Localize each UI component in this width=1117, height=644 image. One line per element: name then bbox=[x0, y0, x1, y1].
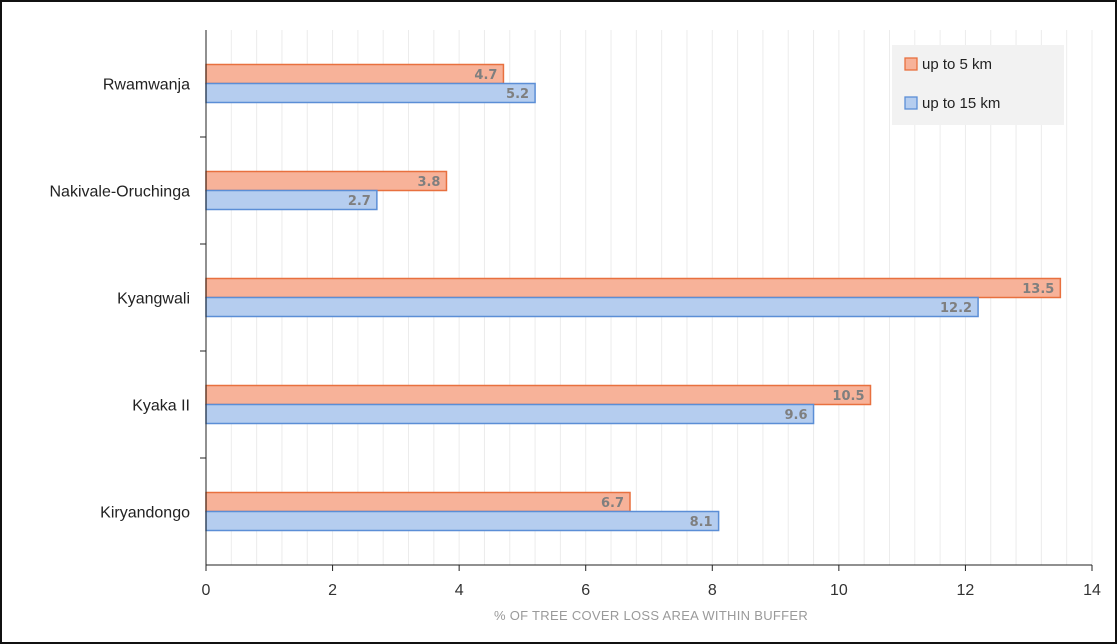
category-label: Rwamwanja bbox=[103, 77, 190, 94]
legend-label: up to 15 km bbox=[922, 95, 1000, 112]
bar bbox=[205, 403, 815, 425]
bar bbox=[205, 296, 979, 318]
x-tick-label: 12 bbox=[957, 582, 975, 599]
bar bbox=[205, 491, 631, 513]
data-label: 3.8 bbox=[417, 175, 440, 190]
x-tick-label: 10 bbox=[830, 582, 848, 599]
bar bbox=[205, 277, 1062, 299]
legend-swatch bbox=[904, 57, 918, 71]
x-tick-label: 6 bbox=[581, 582, 590, 599]
data-label: 5.2 bbox=[506, 87, 529, 102]
bar bbox=[205, 510, 720, 532]
category-label: Kiryandongo bbox=[100, 505, 190, 522]
bar bbox=[205, 63, 505, 85]
legend-label: up to 5 km bbox=[922, 56, 992, 73]
category-label: Kyaka II bbox=[132, 398, 190, 415]
data-label: 12.2 bbox=[940, 301, 972, 316]
data-label: 2.7 bbox=[348, 194, 371, 209]
labels: 0 2 4 6 8 10 12 14 Rwamwanja 4.7 5.2 Nakivale-Oruch… bbox=[49, 68, 1101, 599]
x-tick-label: 2 bbox=[328, 582, 337, 599]
x-tick-label: 8 bbox=[708, 582, 717, 599]
bars bbox=[205, 63, 1062, 532]
axes bbox=[200, 30, 1093, 571]
bar bbox=[205, 82, 536, 104]
data-label: 8.1 bbox=[690, 515, 713, 530]
bar bbox=[205, 170, 448, 192]
legend-box bbox=[892, 45, 1064, 125]
x-axis-title: % OF TREE COVER LOSS AREA WITHIN BUFFER bbox=[494, 608, 808, 623]
category-label: Nakivale-Oruchinga bbox=[49, 184, 190, 201]
legend: up to 5 km up to 15 km bbox=[892, 45, 1064, 125]
x-tick-label: 0 bbox=[202, 582, 211, 599]
data-label: 4.7 bbox=[474, 68, 497, 83]
data-label: 6.7 bbox=[601, 496, 624, 511]
data-label: 10.5 bbox=[832, 389, 864, 404]
category-label: Kyangwali bbox=[117, 291, 190, 308]
data-label: 13.5 bbox=[1022, 282, 1054, 297]
legend-swatch bbox=[904, 96, 918, 110]
x-tick-label: 4 bbox=[455, 582, 464, 599]
bar bbox=[205, 384, 872, 406]
x-tick-label: 14 bbox=[1083, 582, 1101, 599]
data-label: 9.6 bbox=[785, 408, 808, 423]
